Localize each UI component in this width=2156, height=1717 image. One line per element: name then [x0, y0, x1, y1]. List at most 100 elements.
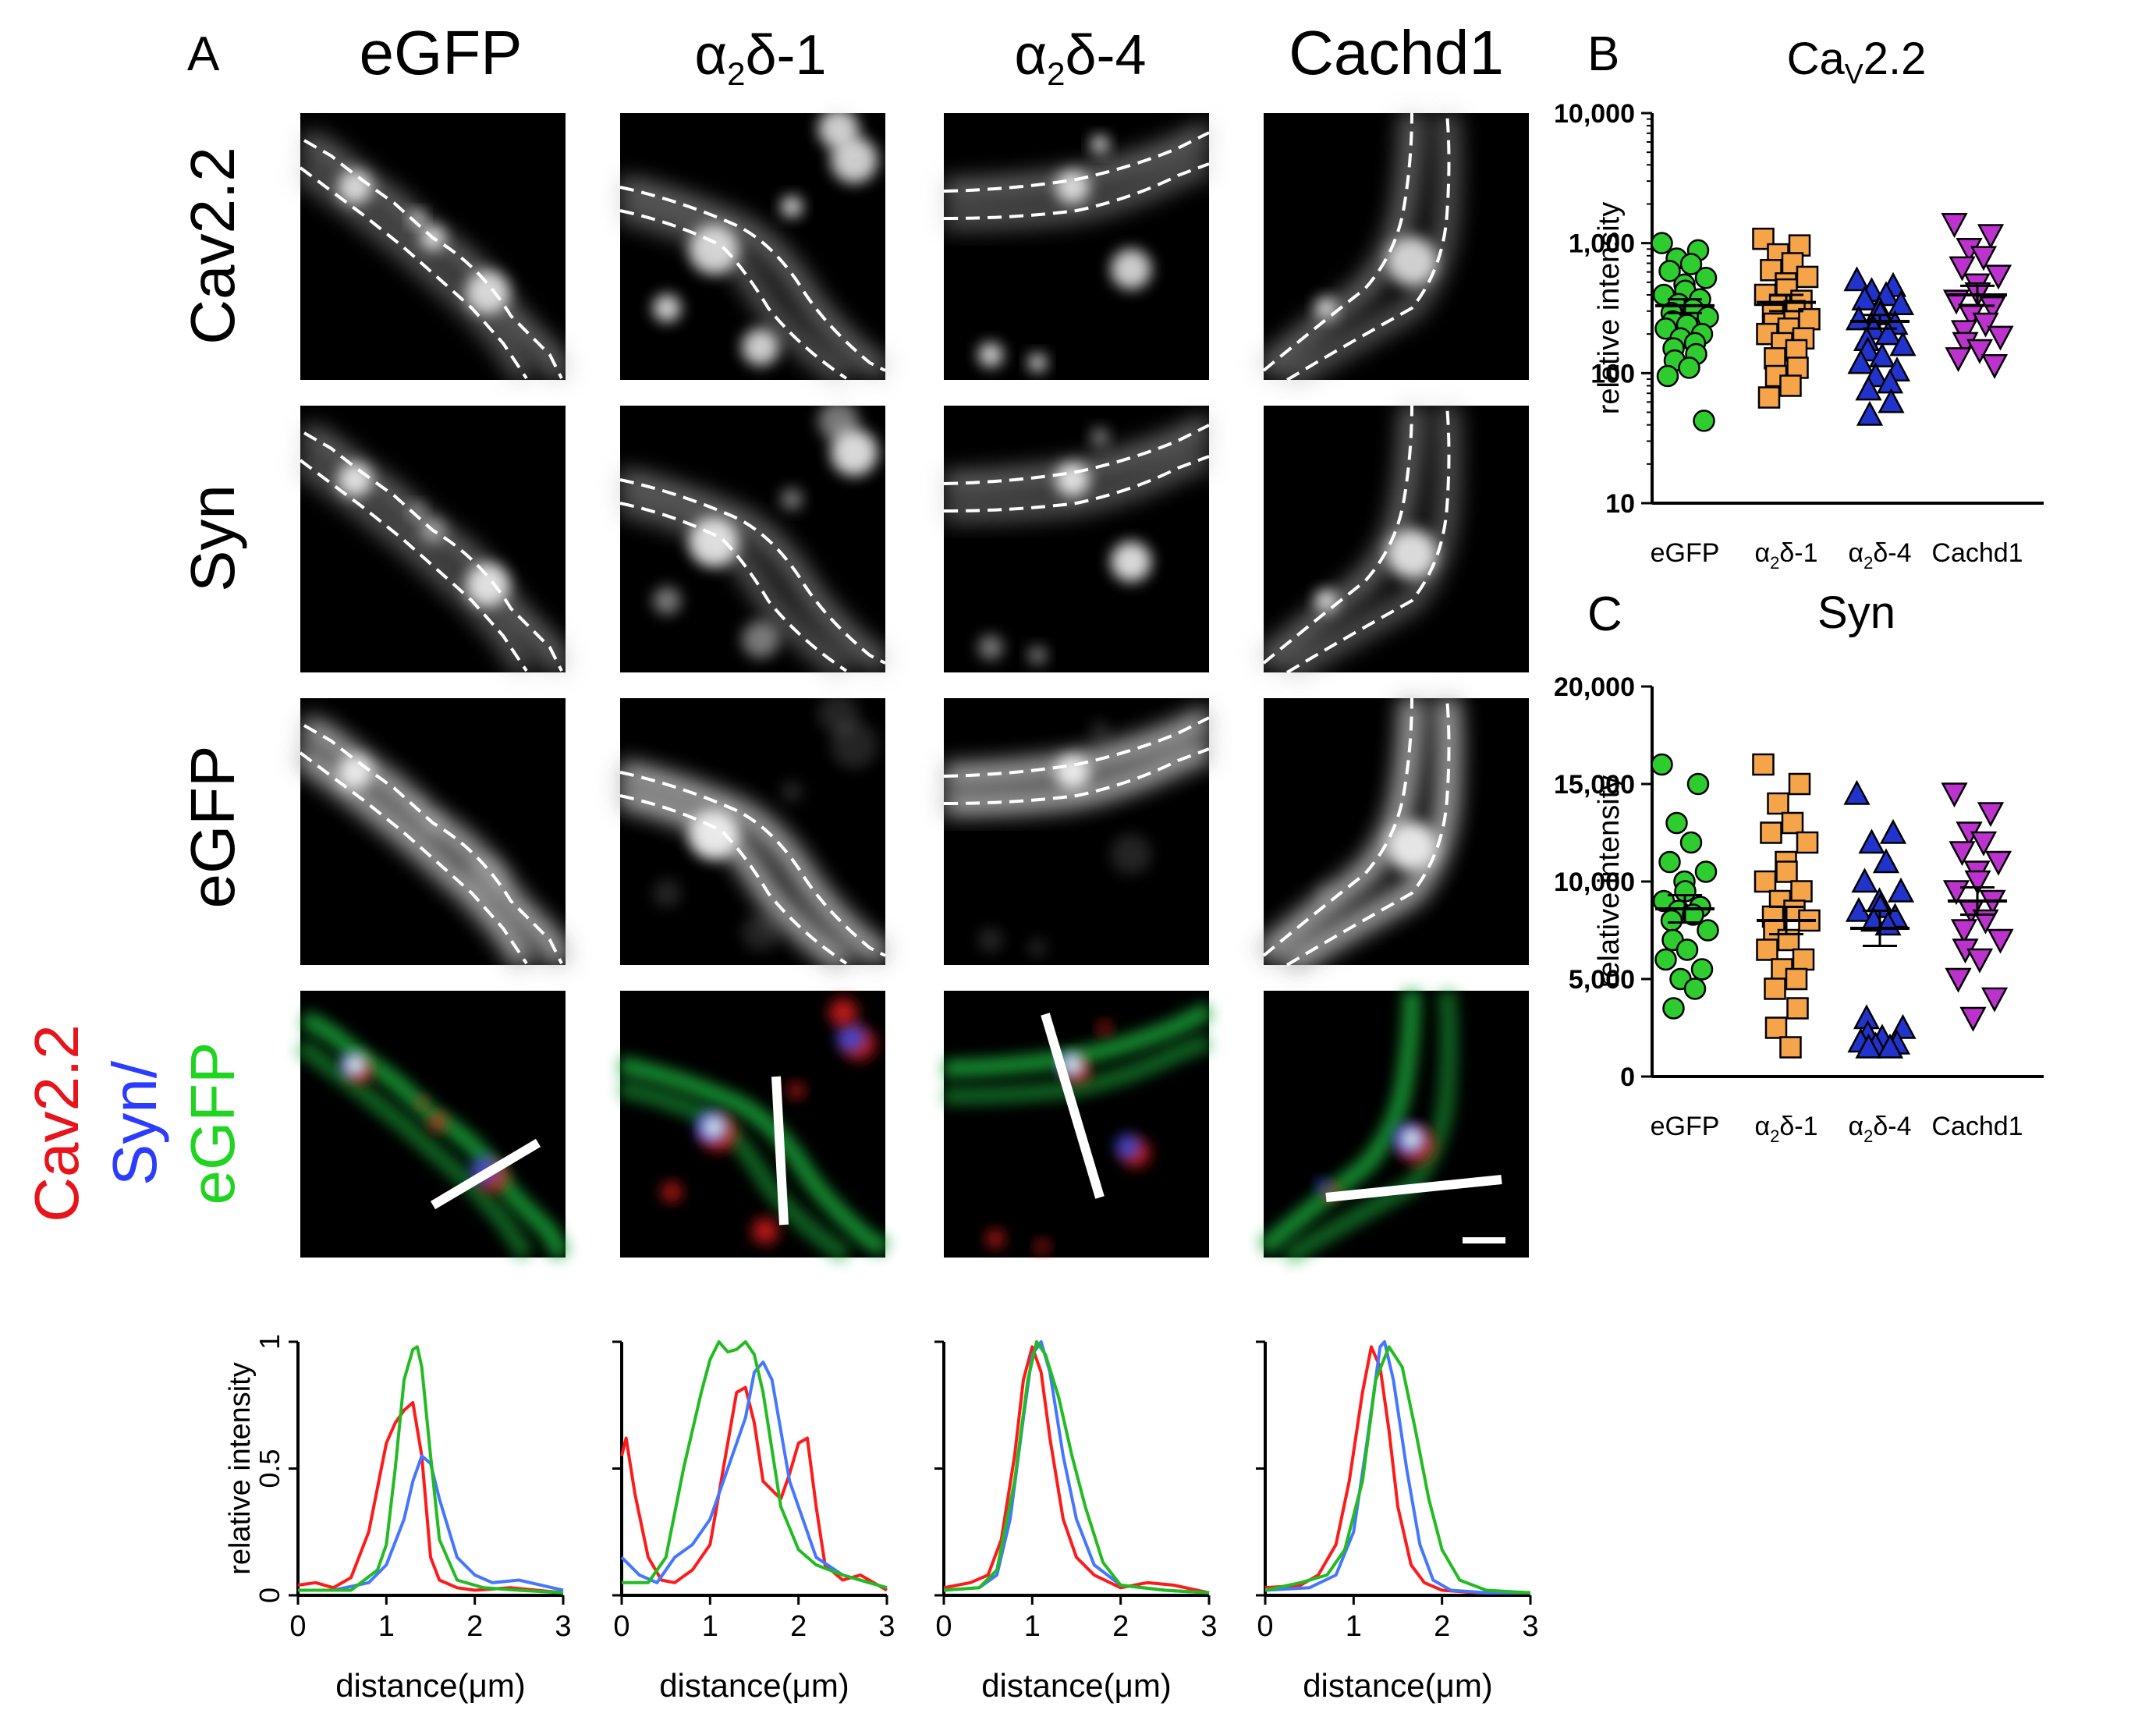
- series-a2d4: [1843, 779, 1917, 1059]
- micrograph-syn-a2d1: [617, 401, 891, 681]
- micrograph-merge-a2d4: [943, 991, 1213, 1258]
- data-point: [1658, 260, 1681, 282]
- profile-line-cav22: [1264, 1345, 1530, 1595]
- data-point: [1945, 347, 1972, 372]
- data-point: [1979, 296, 2006, 321]
- category-text: Cachd1: [1931, 1112, 2023, 1141]
- data-point: [1987, 325, 2014, 351]
- data-point: [1855, 375, 1882, 401]
- category-suffix: δ-1: [1779, 1112, 1817, 1141]
- line-scan-marker: [1325, 1175, 1502, 1202]
- data-point: [1756, 938, 1778, 961]
- data-point: [1656, 364, 1679, 388]
- data-point: [1887, 290, 1915, 316]
- merge-red-puncta: [752, 1218, 778, 1244]
- data-point: [1843, 266, 1871, 292]
- panel-label-c: C: [1587, 587, 1622, 641]
- y-tick-label: 10,000: [1554, 99, 1635, 129]
- puncta: [1028, 938, 1047, 957]
- data-point: [1889, 331, 1917, 357]
- data-point: [1694, 860, 1718, 883]
- x-category-label-a2d1: α2δ-1: [1754, 538, 1817, 573]
- x-category-label-egfp: eGFP: [1651, 538, 1720, 568]
- x-tick-label: 2: [1112, 1610, 1129, 1643]
- data-point: [1796, 831, 1819, 854]
- scatter-plot-cav22: CaV2.2 10 100 1,000 10,000 relative intensit…: [1554, 34, 2044, 573]
- data-point: [1651, 232, 1673, 254]
- merge-red-puncta: [1098, 1021, 1112, 1035]
- micrograph-egfp-a2d1: [617, 694, 891, 974]
- puncta: [742, 328, 779, 366]
- profile-line-egfp: [1264, 1345, 1531, 1595]
- dendrite-outline-dashed: [299, 751, 528, 965]
- puncta: [689, 810, 739, 860]
- data-point: [1941, 213, 1968, 238]
- x-axis-label: distance(μm): [981, 1667, 1172, 1704]
- micrograph-syn-egfp: [293, 406, 573, 678]
- x-category-label-a2d4: α2δ-4: [1848, 538, 1911, 573]
- panel-label-b: B: [1587, 27, 1619, 81]
- x-tick-label: 1: [378, 1610, 395, 1643]
- micrograph-cav22-cachd1: [1256, 112, 1529, 390]
- column-header-cachd1: Cachd1: [1289, 18, 1504, 87]
- micrograph-cav22-a2d4: [943, 113, 1215, 380]
- data-point: [1966, 339, 1994, 364]
- dendrite-outline-dashed: [943, 131, 1210, 193]
- micrograph-syn-a2d4: [943, 406, 1215, 672]
- merge-blue-puncta: [1115, 1134, 1140, 1159]
- merge-colocalized-spot: [1062, 1054, 1083, 1076]
- puncta: [1315, 590, 1337, 612]
- series-a2d1: [1752, 227, 1821, 409]
- line-profile-cachd1: 0 1 2 3 distance(μm): [1256, 1340, 1539, 1704]
- data-point: [1678, 357, 1700, 379]
- data-point: [1779, 1036, 1802, 1059]
- data-point: [1654, 948, 1677, 971]
- series-cachd1: [1941, 782, 2014, 1032]
- micrograph-egfp-a2d4: [943, 698, 1215, 965]
- dendrite-outline-dashed: [619, 771, 886, 957]
- series-egfp: [1651, 753, 1719, 1020]
- data-point: [1775, 860, 1798, 883]
- data-point: [1977, 802, 2005, 828]
- profile-line-cav22: [620, 1385, 888, 1592]
- micrograph-egfp-cachd1: [1256, 697, 1529, 975]
- category-prefix: α: [1848, 538, 1863, 568]
- data-point: [1858, 828, 1885, 854]
- category-text: Cachd1: [1931, 538, 2023, 568]
- puncta: [653, 587, 681, 615]
- dendrite-outline-dashed: [1262, 112, 1413, 372]
- data-point: [1977, 224, 2005, 250]
- data-point: [1764, 977, 1786, 1000]
- dendrite-outline-dashed: [303, 724, 563, 964]
- category-text: eGFP: [1651, 1112, 1720, 1141]
- x-tick-label: 0: [1257, 1610, 1273, 1643]
- puncta: [689, 517, 739, 567]
- category-suffix: δ-4: [1873, 538, 1911, 568]
- x-tick-label: 3: [1522, 1610, 1538, 1643]
- puncta: [466, 856, 509, 899]
- merge-colocalized-spot: [1401, 1128, 1423, 1150]
- y-axis-label: relative intensity: [224, 1362, 257, 1574]
- data-point: [1690, 958, 1714, 981]
- data-point: [1972, 312, 1999, 338]
- y-tick-label: 15,000: [1554, 770, 1635, 800]
- category-text: eGFP: [1651, 538, 1720, 568]
- dendrite-outline-dashed: [1262, 697, 1413, 957]
- x-tick-label: 1: [1346, 1610, 1362, 1643]
- merge-green-signal: [618, 1056, 889, 1256]
- line-profile-a2d1: 0 1 2 3 distance(μm): [612, 1340, 895, 1704]
- x-tick-label: 3: [555, 1610, 571, 1643]
- dendrite-outline-dashed: [943, 747, 1210, 805]
- data-point: [1879, 818, 1907, 844]
- series-egfp: [1651, 232, 1719, 432]
- data-point: [1964, 870, 1991, 896]
- data-point: [1949, 256, 1976, 282]
- data-point: [1878, 388, 1905, 413]
- x-category-label-a2d4: α2δ-4: [1848, 1112, 1911, 1146]
- profile-line-egfp: [622, 1340, 888, 1590]
- data-point: [1679, 253, 1703, 275]
- category-sub: 2: [1863, 553, 1873, 573]
- profile-line-cav22: [297, 1401, 564, 1595]
- data-point: [1764, 1016, 1788, 1039]
